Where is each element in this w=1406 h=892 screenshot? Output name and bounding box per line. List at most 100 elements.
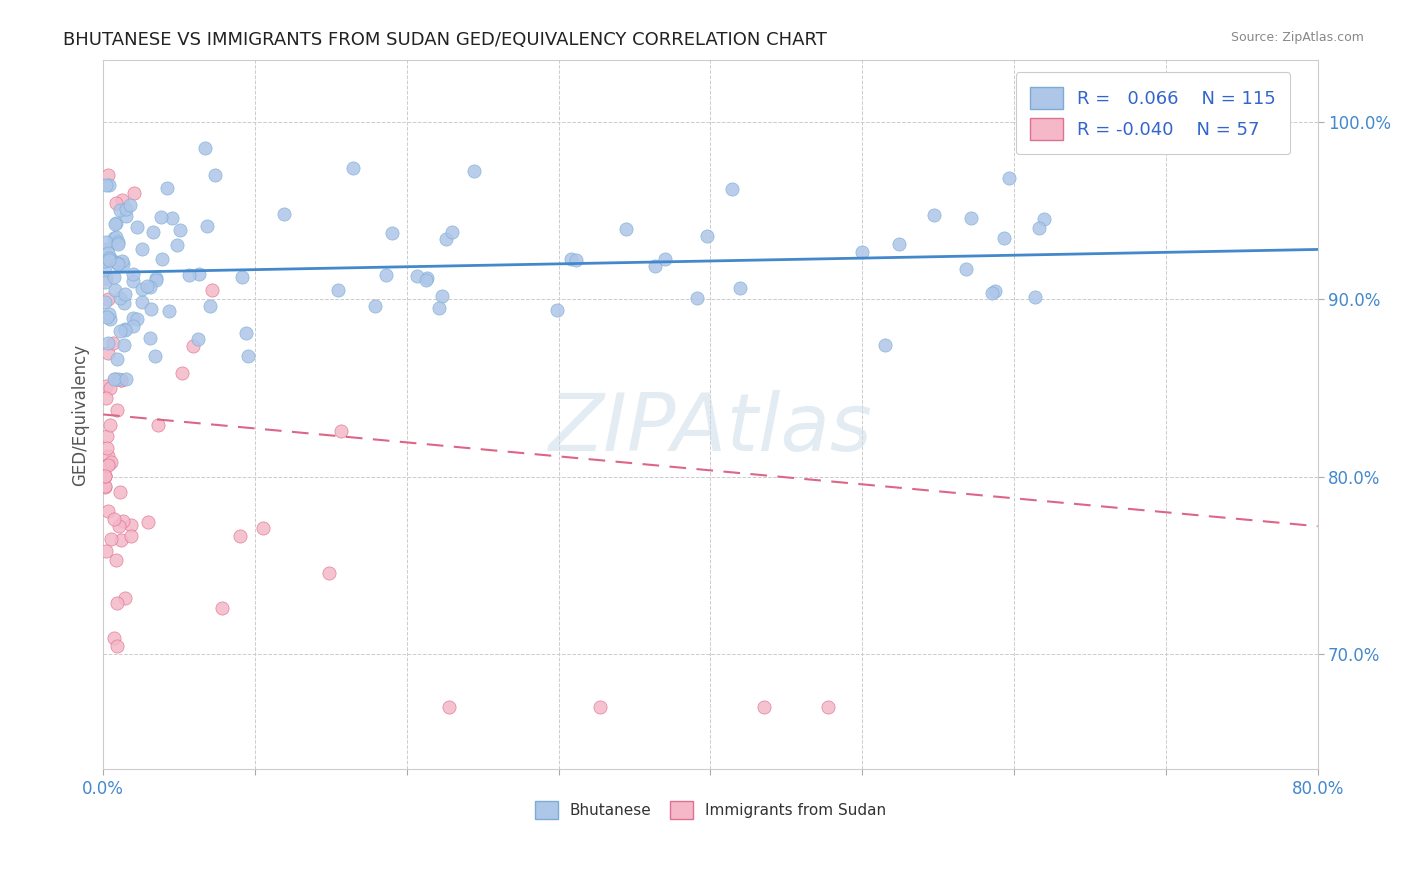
Point [97,346,120,360]
Point [195,219,218,234]
Point [96,242,118,256]
Point [125,311,148,326]
Point [145,271,167,285]
Point [236,349,259,363]
Point [166,238,188,252]
Point [94,235,117,249]
Point [374,268,396,282]
Point [94,264,117,278]
Point [873,338,896,352]
Point [105,255,128,269]
Point [181,339,204,353]
Point [94,544,117,558]
Point [110,533,132,547]
Point [104,230,127,244]
Point [959,211,981,226]
Point [93,459,115,474]
Point [122,274,145,288]
Point [114,591,136,605]
Point [696,228,718,243]
Point [955,261,977,276]
Point [107,235,129,249]
Point [94,178,117,192]
Point [416,271,439,285]
Point [364,299,387,313]
Point [94,254,117,268]
Point [160,211,183,225]
Point [104,372,127,386]
Point [115,372,138,386]
Point [142,225,165,239]
Point [105,196,128,211]
Point [145,273,167,287]
Point [98,381,121,395]
Point [211,601,233,615]
Point [381,227,404,241]
Point [463,163,485,178]
Point [922,209,945,223]
Point [851,244,873,259]
Text: BHUTANESE VS IMMIGRANTS FROM SUDAN GED/EQUIVALENCY CORRELATION CHART: BHUTANESE VS IMMIGRANTS FROM SUDAN GED/E… [63,31,827,49]
Point [125,219,148,234]
Point [112,338,135,352]
Point [93,469,115,483]
Point [103,270,125,285]
Point [135,279,157,293]
Point [194,141,217,155]
Point [204,168,226,182]
Point [97,335,120,350]
Point [817,700,839,714]
Point [122,318,145,333]
Point [131,242,153,256]
Point [231,270,253,285]
Point [201,283,224,297]
Text: Source: ZipAtlas.com: Source: ZipAtlas.com [1230,31,1364,45]
Point [97,292,120,306]
Point [686,291,709,305]
Point [121,310,143,325]
Point [150,252,173,267]
Point [94,271,117,285]
Point [997,171,1019,186]
Point [565,253,588,268]
Point [107,519,129,533]
Point [427,301,450,315]
Point [98,252,121,267]
Point [546,302,568,317]
Point [107,257,129,271]
Point [105,256,128,270]
Point [105,216,128,230]
Point [114,323,136,337]
Legend: Bhutanese, Immigrants from Sudan: Bhutanese, Immigrants from Sudan [529,795,893,825]
Point [121,267,143,281]
Point [122,186,145,201]
Point [97,449,120,463]
Point [1028,220,1050,235]
Point [114,202,136,216]
Point [588,700,610,714]
Point [93,468,115,483]
Point [103,336,125,351]
Point [97,458,120,472]
Point [111,257,134,271]
Point [100,533,122,547]
Point [98,307,121,321]
Point [96,310,118,325]
Point [326,283,349,297]
Point [342,161,364,175]
Point [104,217,127,231]
Point [187,268,209,282]
Point [94,295,117,310]
Point [138,331,160,345]
Point [150,210,173,224]
Point [252,520,274,534]
Point [94,479,117,493]
Point [105,403,128,417]
Point [120,529,142,543]
Point [104,283,127,297]
Point [115,209,138,223]
Point [560,252,582,266]
Point [96,391,118,405]
Point [96,441,118,455]
Point [131,282,153,296]
